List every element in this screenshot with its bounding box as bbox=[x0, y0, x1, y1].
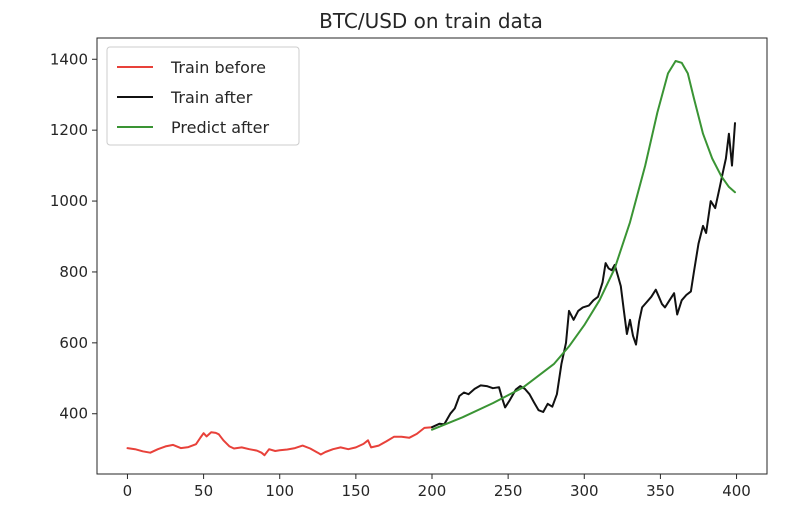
y-tick-label: 600 bbox=[59, 334, 88, 352]
legend: Train before Train after Predict after bbox=[106, 46, 300, 146]
legend-label-1: Train before bbox=[170, 58, 266, 77]
series-line-2 bbox=[431, 122, 736, 429]
y-tick-label: 400 bbox=[59, 405, 88, 423]
x-tick-label: 150 bbox=[342, 482, 371, 500]
x-tick-label: 350 bbox=[646, 482, 675, 500]
x-tick-label: 300 bbox=[570, 482, 599, 500]
x-tick-label: 400 bbox=[722, 482, 751, 500]
y-tick-label: 1200 bbox=[50, 121, 88, 139]
y-tick-label: 1400 bbox=[50, 50, 88, 68]
y-tick-label: 800 bbox=[59, 263, 88, 281]
x-axis: 0 50 100 150 200 250 300 350 400 bbox=[123, 474, 751, 500]
x-tick-label: 200 bbox=[418, 482, 447, 500]
legend-box bbox=[106, 46, 300, 146]
x-tick-label: 50 bbox=[194, 482, 213, 500]
series-layer bbox=[126, 60, 736, 457]
x-tick-label: 100 bbox=[265, 482, 294, 500]
x-tick-label: 0 bbox=[123, 482, 133, 500]
series-line-3 bbox=[431, 60, 736, 431]
series-line-1 bbox=[126, 426, 433, 457]
y-axis: 400 600 800 1000 1200 1400 bbox=[50, 50, 97, 423]
y-tick-label: 1000 bbox=[50, 192, 88, 210]
chart-title: BTC/USD on train data bbox=[319, 9, 543, 33]
legend-label-3: Predict after bbox=[171, 118, 269, 137]
legend-label-2: Train after bbox=[170, 88, 253, 107]
x-tick-label: 250 bbox=[494, 482, 523, 500]
